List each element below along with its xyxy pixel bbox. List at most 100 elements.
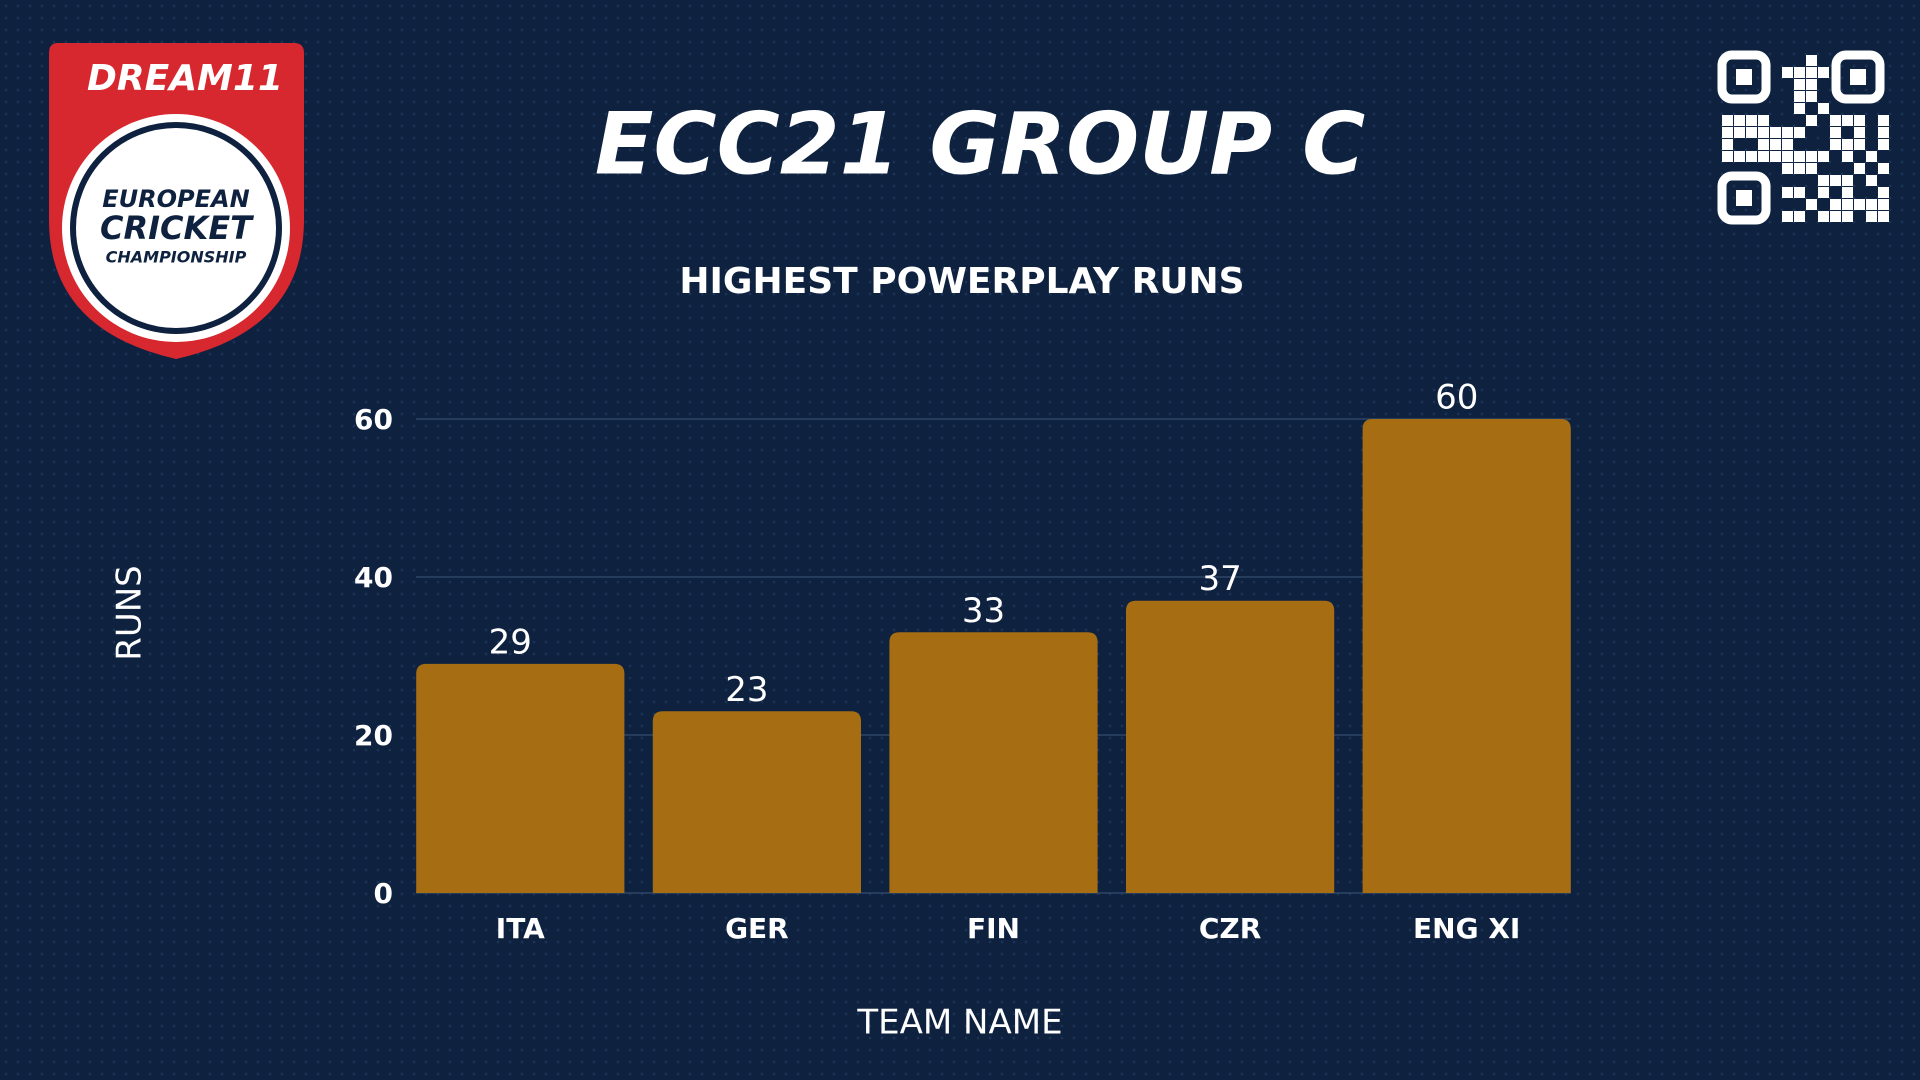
bar (1362, 419, 1571, 893)
qr-module (1794, 163, 1805, 174)
qr-module (1806, 55, 1817, 66)
qr-module (1842, 151, 1853, 162)
value-label: 29 (489, 622, 532, 662)
x-tick-label: CZR (1199, 912, 1261, 945)
qr-module (1866, 199, 1877, 210)
qr-module (1878, 163, 1889, 174)
qr-module (1794, 103, 1805, 114)
x-tick-label: FIN (967, 912, 1020, 945)
qr-module (1758, 151, 1769, 162)
qr-module (1794, 187, 1805, 198)
logo-line: EUROPEAN (102, 185, 249, 213)
chart-title: ECC21 GROUP C (595, 94, 1365, 194)
qr-module (1878, 139, 1889, 150)
qr-module (1806, 199, 1817, 210)
qr-module (1770, 151, 1781, 162)
qr-module (1818, 175, 1829, 186)
y-tick-label: 60 (354, 403, 393, 436)
qr-module (1770, 139, 1781, 150)
qr-module (1842, 115, 1853, 126)
qr-module (1758, 115, 1769, 126)
qr-module (1830, 175, 1841, 186)
qr-module (1878, 199, 1889, 210)
qr-module (1782, 127, 1793, 138)
y-tick-label: 20 (354, 719, 393, 752)
qr-module (1782, 187, 1793, 198)
qr-module (1734, 115, 1745, 126)
qr-module (1830, 127, 1841, 138)
qr-module (1758, 127, 1769, 138)
qr-module (1782, 67, 1793, 78)
qr-module (1842, 187, 1853, 198)
qr-module (1782, 139, 1793, 150)
qr-module (1830, 211, 1841, 222)
qr-module (1854, 115, 1865, 126)
qr-module (1734, 151, 1745, 162)
qr-module (1758, 139, 1769, 150)
qr-module (1722, 127, 1733, 138)
qr-module (1818, 187, 1829, 198)
qr-module (1854, 199, 1865, 210)
value-label: 37 (1198, 559, 1241, 599)
qr-module (1842, 139, 1853, 150)
bar (889, 632, 1098, 893)
x-tick-label: GER (725, 912, 789, 945)
qr-module (1722, 151, 1733, 162)
qr-module (1854, 127, 1865, 138)
qr-module (1746, 115, 1757, 126)
qr-module (1794, 91, 1805, 102)
value-label: 60 (1435, 378, 1478, 418)
value-label: 23 (725, 670, 768, 710)
qr-module (1746, 127, 1757, 138)
qr-module (1866, 211, 1877, 222)
bar (1125, 600, 1335, 893)
qr-module (1866, 175, 1877, 186)
qr-module (1794, 67, 1805, 78)
bar (652, 711, 862, 893)
qr-module (1842, 175, 1853, 186)
qr-module (1818, 151, 1829, 162)
qr-module (1770, 127, 1781, 138)
logo-line: CHAMPIONSHIP (106, 248, 247, 267)
qr-module (1842, 199, 1853, 210)
qr-module (1878, 127, 1889, 138)
bar (416, 663, 625, 893)
qr-module (1806, 151, 1817, 162)
qr-module (1794, 127, 1805, 138)
qr-module (1806, 67, 1817, 78)
x-tick-label: ENG XI (1413, 912, 1520, 945)
qr-module (1806, 115, 1817, 126)
qr-module (1782, 211, 1793, 222)
qr-module (1722, 115, 1733, 126)
qr-module (1782, 163, 1793, 174)
qr-module (1854, 139, 1865, 150)
value-label: 33 (962, 591, 1005, 631)
logo: DREAM11 EUROPEAN CRICKET CHAMPIONSHIP (49, 43, 304, 359)
qr-module (1782, 151, 1793, 162)
logo-brand: DREAM11 (87, 58, 283, 99)
qr-module (1746, 151, 1757, 162)
qr-module (1806, 79, 1817, 90)
qr-module (1806, 163, 1817, 174)
qr-module (1842, 211, 1853, 222)
qr-module (1794, 211, 1805, 222)
qr-module (1854, 163, 1865, 174)
qr-module (1830, 199, 1841, 210)
logo-line: CRICKET (100, 209, 254, 247)
qr-module (1734, 127, 1745, 138)
x-tick-label: ITA (496, 912, 545, 945)
qr-module (1878, 211, 1889, 222)
qr-module (1818, 211, 1829, 222)
chart-subtitle: HIGHEST POWERPLAY RUNS (679, 261, 1244, 302)
y-tick-label: 0 (374, 877, 393, 910)
qr-module (1830, 139, 1841, 150)
logo-ball (62, 114, 290, 342)
y-axis-label: RUNS (110, 565, 150, 661)
x-axis-label: TEAM NAME (856, 1003, 1062, 1043)
qr-module (1878, 187, 1889, 198)
qr-module (1794, 151, 1805, 162)
y-tick-label: 40 (354, 561, 393, 594)
